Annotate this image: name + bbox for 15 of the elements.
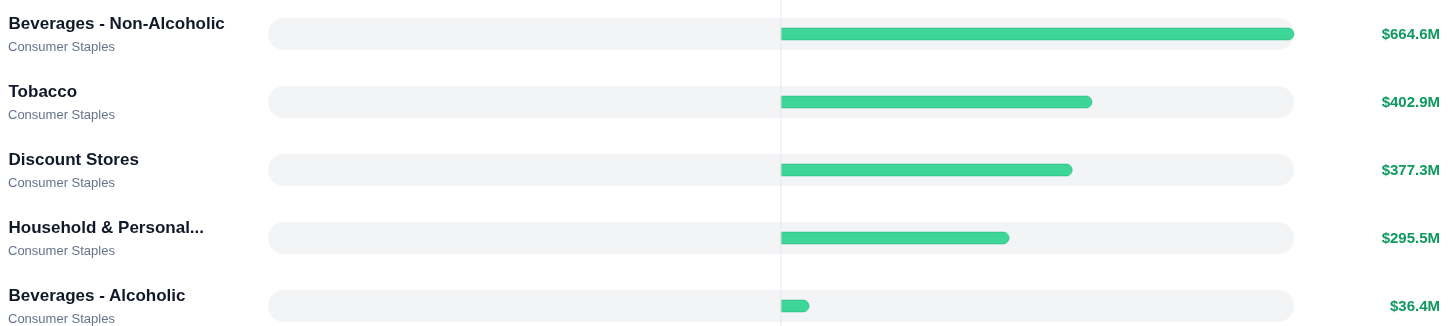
- data-label: $402.9M: [1381, 93, 1440, 110]
- y-tick-label: Household & Personal...: [8, 218, 205, 237]
- y-tick-label: Discount Stores: [8, 150, 139, 169]
- y-tick-label: Beverages - Alcoholic: [8, 286, 186, 305]
- y-tick-label: Beverages - Non-Alcoholic: [8, 14, 225, 33]
- data-label: $377.3M: [1381, 161, 1440, 178]
- data-label: $295.5M: [1381, 229, 1440, 246]
- data-label: $36.4M: [1389, 297, 1440, 314]
- text: Consumer Staples: [8, 175, 116, 190]
- text: Consumer Staples: [8, 107, 116, 122]
- text: Consumer Staples: [8, 39, 116, 54]
- y-tick-label: Tobacco: [8, 82, 78, 101]
- text: Consumer Staples: [8, 311, 116, 326]
- data-label: $664.6M: [1381, 25, 1440, 42]
- text: Consumer Staples: [8, 243, 116, 258]
